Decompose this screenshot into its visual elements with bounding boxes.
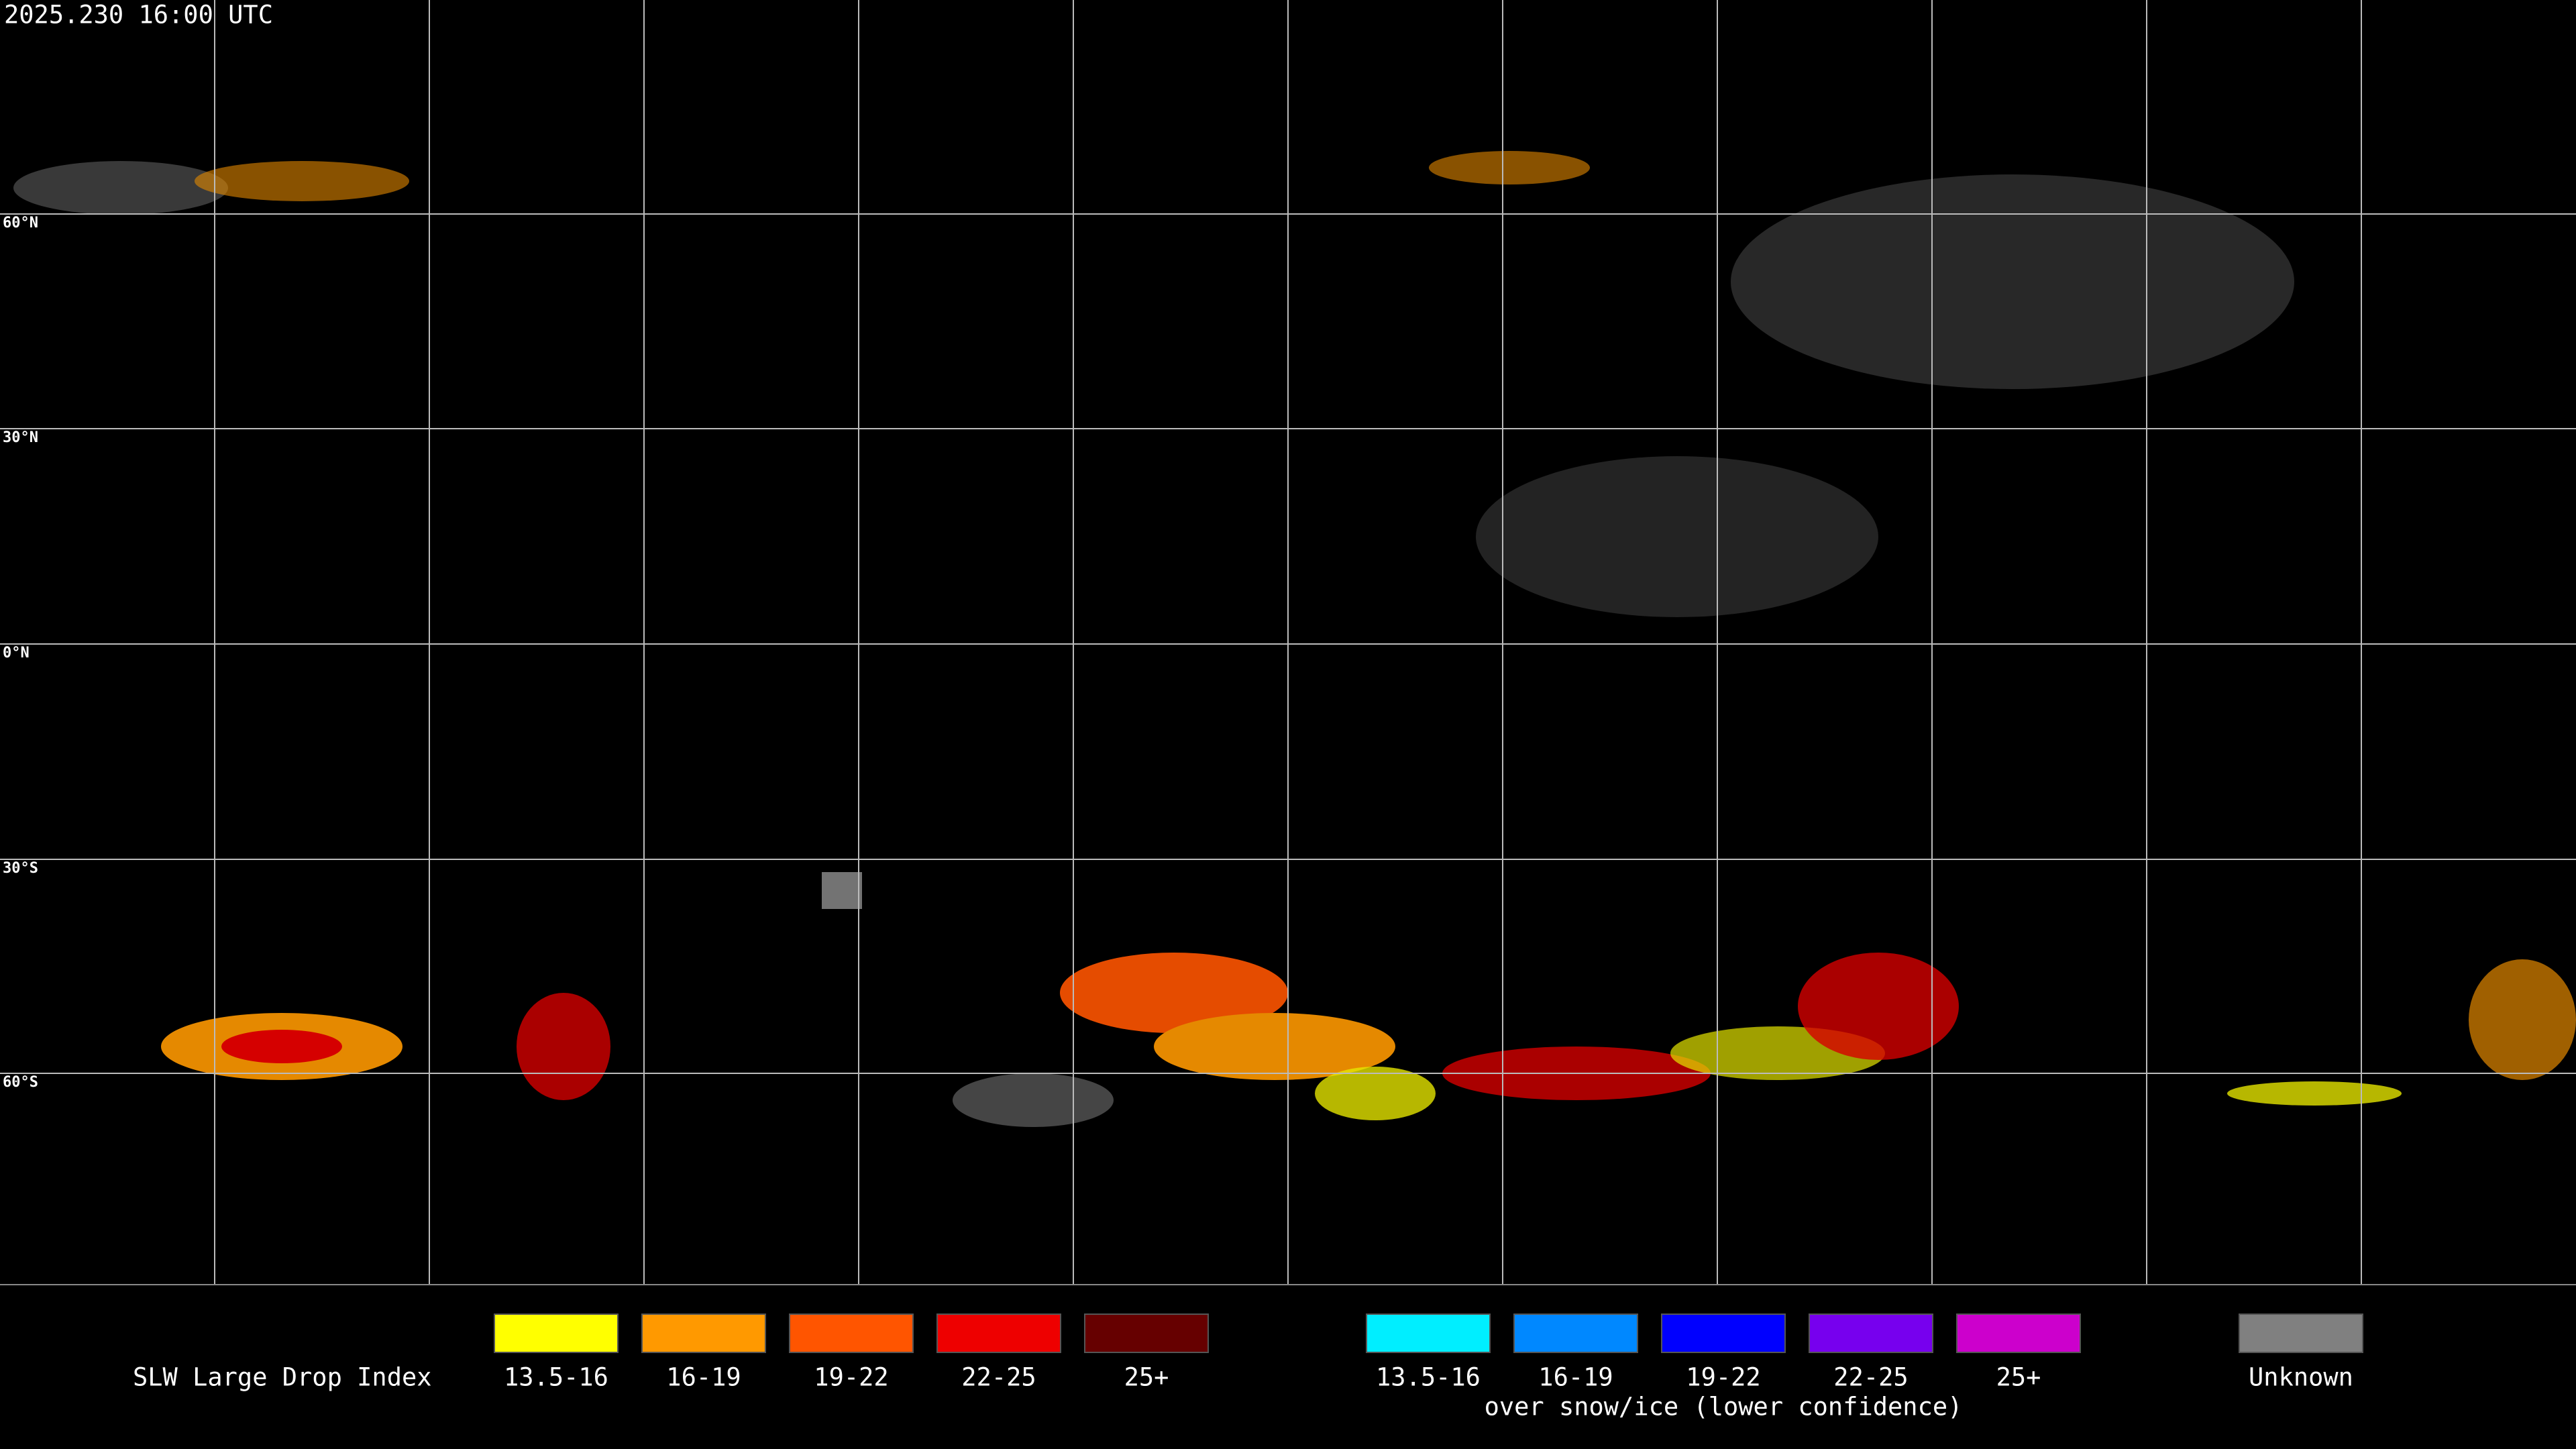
legend-swatch — [1084, 1313, 1209, 1353]
legend-label: 25+ — [1996, 1363, 2041, 1392]
timestamp: 2025.230 16:00 UTC — [4, 1, 273, 30]
legend-label: 16-19 — [666, 1363, 741, 1392]
legend-swatch — [1366, 1313, 1491, 1353]
latitude-label: 60°S — [3, 1074, 38, 1091]
legend-label: 19-22 — [1686, 1363, 1760, 1392]
legend-swatch — [641, 1313, 766, 1353]
legend-label: 22-25 — [961, 1363, 1036, 1392]
legend-swatch — [494, 1313, 619, 1353]
legend-swatch — [936, 1313, 1061, 1353]
legend-label: 16-19 — [1538, 1363, 1613, 1392]
cloud-patches — [13, 151, 2576, 1127]
legend-label: 25+ — [1124, 1363, 1169, 1392]
legend-title: SLW Large Drop Index — [133, 1363, 432, 1392]
legend-swatch — [1809, 1313, 1933, 1353]
latitude-label: 30°S — [3, 860, 38, 877]
legend-label: 13.5-16 — [504, 1363, 608, 1392]
legend-label: 13.5-16 — [1376, 1363, 1481, 1392]
legend-swatch — [1513, 1313, 1638, 1353]
legend-caption: over snow/ice (lower confidence) — [1485, 1393, 1963, 1421]
legend-swatch — [1956, 1313, 2081, 1353]
latitude-label: 60°N — [3, 215, 38, 231]
legend-label: 19-22 — [814, 1363, 888, 1392]
legend-swatch — [1661, 1313, 1786, 1353]
latitude-label: 30°N — [3, 429, 38, 446]
latitude-label: 0°N — [3, 645, 30, 661]
legend-label: Unknown — [2249, 1363, 2353, 1392]
legend-label: 22-25 — [1833, 1363, 1908, 1392]
graticule — [0, 0, 2576, 1285]
legend-swatch — [789, 1313, 914, 1353]
legend-swatch — [2239, 1313, 2363, 1353]
